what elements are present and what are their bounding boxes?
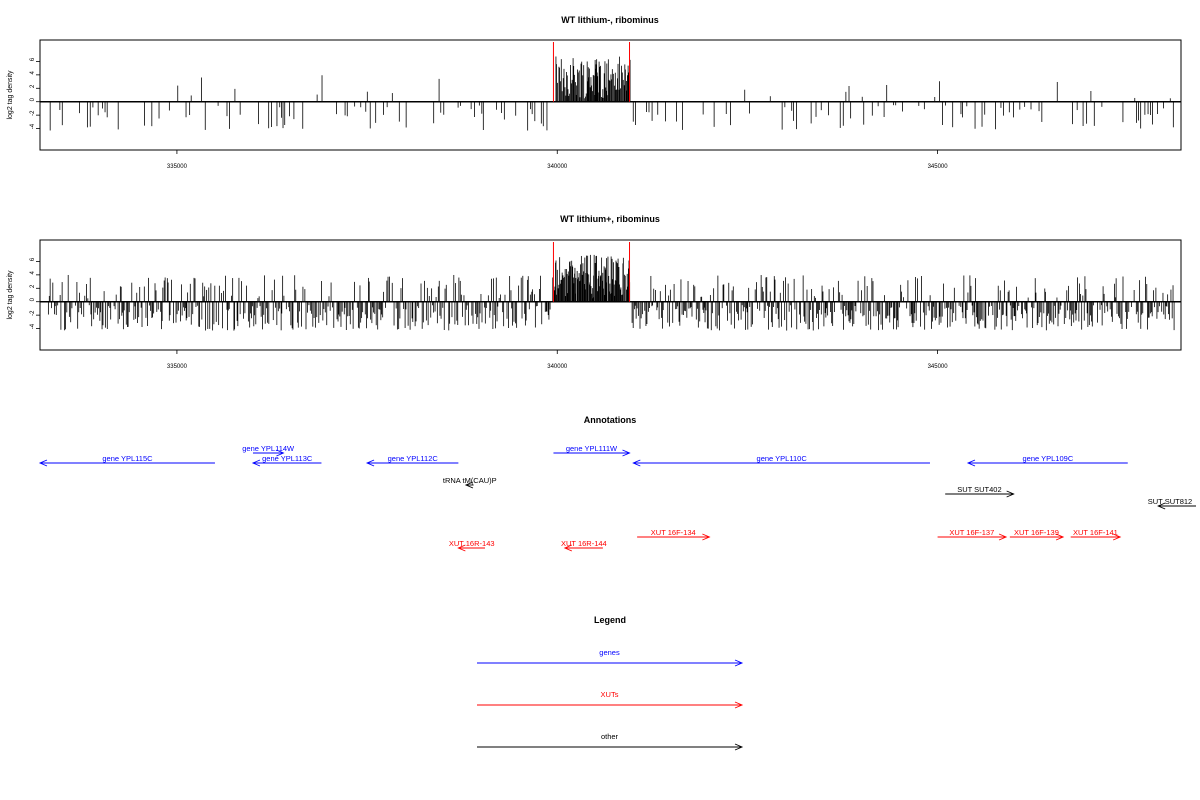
- annotation-feature: SUT SUT812: [1148, 497, 1196, 510]
- feature-label: gene YPL109C: [1023, 454, 1074, 463]
- y-tick-label: 6: [30, 257, 36, 261]
- annotation-feature: gene YPL112C: [365, 454, 459, 467]
- feature-label: XUT 16F-134: [651, 528, 696, 537]
- legend-title: Legend: [594, 615, 626, 625]
- density-panel-lithium-plus: WT lithium+, ribominus log2 tag density …: [7, 214, 1182, 370]
- legend-entries: genes XUTs other: [477, 648, 744, 751]
- arrow-head: [563, 544, 573, 552]
- arrow-head: [1055, 533, 1065, 541]
- feature-label: gene YPL110C: [757, 454, 808, 463]
- y-tick-label: -2: [30, 110, 36, 116]
- y-tick-label: 4: [30, 271, 36, 275]
- feature-label: gene YPL115C: [102, 454, 153, 463]
- x-tick-label: 340000: [547, 364, 568, 370]
- annotation-feature: tRNA tM(CAU)P: [443, 476, 497, 489]
- feature-label: SUT SUT812: [1148, 497, 1192, 506]
- annotation-feature: XUT 16F-137: [937, 528, 1008, 541]
- x-tick-label: 340000: [547, 164, 568, 170]
- legend-label: other: [601, 732, 619, 741]
- arrow-head: [1157, 502, 1166, 510]
- feature-label: XUT 16F-139: [1014, 528, 1059, 537]
- annotation-feature: gene YPL109C: [966, 454, 1128, 467]
- feature-label: XUT 16R-143: [449, 539, 495, 548]
- arrow-head: [632, 459, 641, 467]
- x-axis: 335000 340000 345000: [167, 150, 948, 170]
- arrow-head: [1112, 533, 1122, 541]
- y-tick-label: -2: [30, 310, 36, 316]
- y-tick-label: 2: [30, 284, 36, 288]
- x-tick-label: 335000: [167, 164, 188, 170]
- x-tick-label: 345000: [928, 364, 949, 370]
- panel-title: WT lithium-, ribominus: [561, 15, 659, 25]
- y-tick-label: -4: [30, 323, 36, 329]
- legend-entry: XUTs: [477, 690, 744, 709]
- x-axis: 335000 340000 345000: [167, 350, 948, 370]
- annotation-feature: XUT 16R-144: [561, 539, 607, 552]
- y-axis-label: log2 tag density: [7, 270, 14, 320]
- arrow-head: [276, 449, 285, 457]
- region-markers: [552, 242, 631, 302]
- legend: Legend genes XUTs other: [477, 615, 744, 751]
- x-tick-label: 345000: [928, 164, 949, 170]
- density-bars: [40, 254, 1181, 331]
- feature-label: gene YPL111W: [566, 444, 618, 453]
- y-tick-label: 4: [30, 71, 36, 75]
- annotation-feature: gene YPL115C: [38, 454, 215, 467]
- legend-arrow-head: [734, 701, 744, 709]
- x-tick-label: 335000: [167, 364, 188, 370]
- feature-label: XUT 16F-137: [949, 528, 994, 537]
- legend-entry: genes: [477, 648, 744, 667]
- y-tick-label: 0: [30, 97, 36, 101]
- feature-label: XUT 16R-144: [561, 539, 607, 548]
- arrow-head: [38, 459, 48, 467]
- feature-label: tRNA tM(CAU)P: [443, 476, 497, 485]
- annotation-feature: XUT 16F-141: [1070, 528, 1122, 541]
- annotation-feature: gene YPL114W: [242, 444, 295, 457]
- arrow-head: [966, 459, 976, 467]
- density-bars: [40, 56, 1181, 131]
- feature-label: XUT 16F-141: [1073, 528, 1118, 537]
- y-tick-label: -4: [30, 123, 36, 129]
- legend-entry: other: [477, 732, 744, 751]
- annotation-feature: SUT SUT402: [945, 485, 1015, 498]
- feature-label: gene YPL113C: [262, 454, 313, 463]
- arrow-head: [251, 459, 261, 467]
- legend-label: genes: [599, 648, 620, 657]
- legend-arrow-head: [734, 743, 744, 751]
- feature-label: SUT SUT402: [957, 485, 1001, 494]
- feature-label: gene YPL112C: [388, 454, 439, 463]
- y-tick-label: 6: [30, 57, 36, 61]
- density-panel-lithium-minus: WT lithium-, ribominus log2 tag density …: [7, 15, 1182, 170]
- feature-label: gene YPL114W: [242, 444, 295, 453]
- y-tick-label: 2: [30, 84, 36, 88]
- plot-frame: [39, 39, 1182, 151]
- y-axis: -4 -2 0 2 4 6: [30, 257, 40, 329]
- arrow-head: [457, 544, 466, 552]
- annotations-title: Annotations: [584, 415, 637, 425]
- annotation-feature: gene YPL110C: [632, 454, 930, 467]
- y-tick-label: 0: [30, 297, 36, 301]
- region-markers: [552, 42, 631, 102]
- arrow-head: [365, 459, 375, 467]
- arrow-head: [622, 449, 631, 457]
- annotation-feature: XUT 16F-134: [637, 528, 711, 541]
- arrow-head: [1006, 490, 1015, 498]
- annotation-feature: XUT 16R-143: [449, 539, 495, 552]
- arrow-head: [702, 533, 711, 541]
- arrow-head: [464, 481, 474, 489]
- y-axis: -4 -2 0 2 4 6: [30, 57, 40, 129]
- arrow-head: [998, 533, 1008, 541]
- annotation-feature: XUT 16F-139: [1009, 528, 1065, 541]
- y-axis-label: log2 tag density: [7, 70, 14, 120]
- panel-title: WT lithium+, ribominus: [560, 214, 660, 224]
- annotation-feature: gene YPL111W: [553, 444, 631, 457]
- plot-frame: [39, 239, 1182, 351]
- legend-arrow-head: [734, 659, 744, 667]
- annotation-feature: gene YPL113C: [251, 454, 322, 467]
- legend-label: XUTs: [601, 690, 619, 699]
